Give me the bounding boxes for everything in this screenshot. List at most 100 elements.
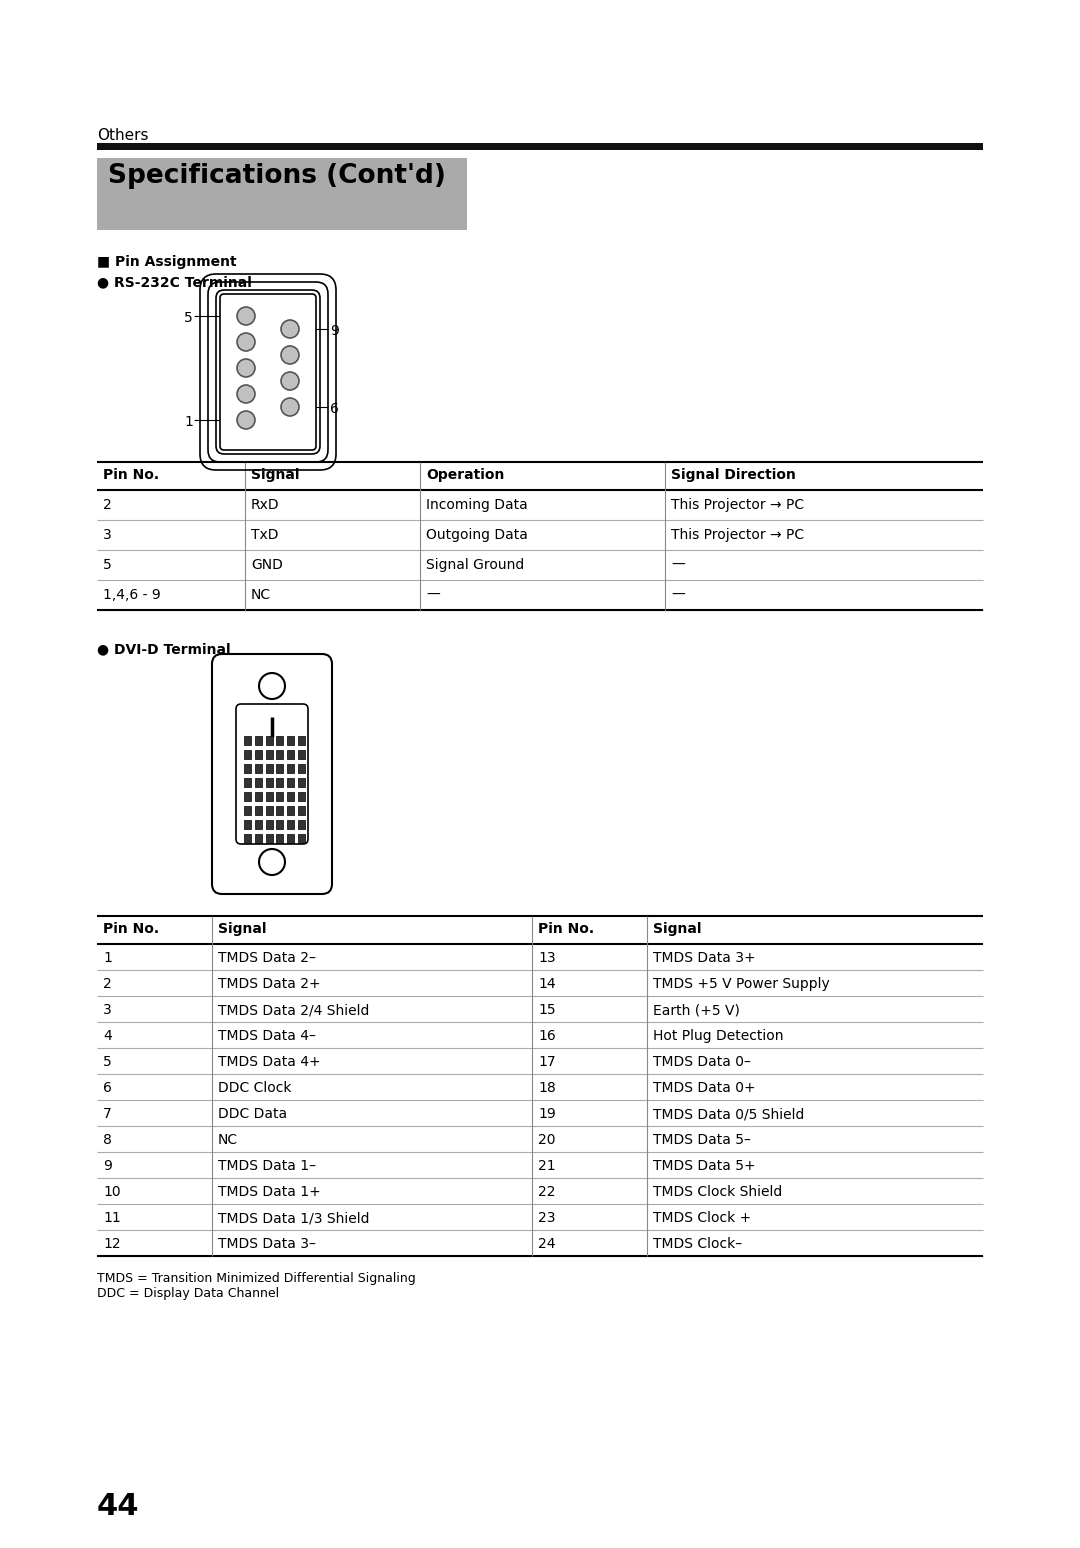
Bar xyxy=(266,834,273,844)
Text: TMDS Data 3–: TMDS Data 3– xyxy=(218,1237,315,1251)
Text: 5: 5 xyxy=(103,1056,111,1070)
FancyBboxPatch shape xyxy=(212,653,332,895)
Bar xyxy=(255,807,262,814)
Text: TMDS = Transition Minimized Differential Signaling: TMDS = Transition Minimized Differential… xyxy=(97,1272,416,1285)
Bar xyxy=(298,834,305,844)
Text: Specifications (Cont'd): Specifications (Cont'd) xyxy=(108,163,446,189)
Bar xyxy=(266,735,273,745)
Text: 6: 6 xyxy=(103,1081,112,1094)
Bar xyxy=(287,834,294,844)
Text: NC: NC xyxy=(218,1133,238,1147)
Text: 15: 15 xyxy=(538,1003,555,1017)
Bar xyxy=(276,820,283,830)
Text: Operation: Operation xyxy=(426,467,504,481)
Text: 12: 12 xyxy=(103,1237,121,1251)
Bar xyxy=(287,820,294,830)
Bar xyxy=(266,749,273,759)
Text: Signal Direction: Signal Direction xyxy=(671,467,796,481)
FancyBboxPatch shape xyxy=(220,294,316,450)
Bar xyxy=(276,735,283,745)
Text: 3: 3 xyxy=(103,528,111,542)
Bar xyxy=(276,807,283,814)
Circle shape xyxy=(281,320,299,337)
Text: TMDS Data 3+: TMDS Data 3+ xyxy=(653,950,756,964)
Text: 7: 7 xyxy=(103,1107,111,1121)
Text: 14: 14 xyxy=(538,977,555,991)
Text: TMDS Clock Shield: TMDS Clock Shield xyxy=(653,1186,782,1200)
Text: Signal: Signal xyxy=(653,923,702,937)
Text: This Projector → PC: This Projector → PC xyxy=(671,528,805,542)
Text: 11: 11 xyxy=(103,1211,121,1224)
Bar xyxy=(276,793,283,800)
Bar xyxy=(298,807,305,814)
Bar xyxy=(255,793,262,800)
Circle shape xyxy=(237,385,255,402)
Text: This Projector → PC: This Projector → PC xyxy=(671,498,805,512)
Text: 2: 2 xyxy=(103,977,111,991)
Bar xyxy=(255,735,262,745)
Text: TxD: TxD xyxy=(251,528,279,542)
Text: DDC Data: DDC Data xyxy=(218,1107,287,1121)
Bar xyxy=(244,793,251,800)
Text: TMDS Data 2+: TMDS Data 2+ xyxy=(218,977,321,991)
Text: ■ Pin Assignment: ■ Pin Assignment xyxy=(97,255,237,269)
Bar xyxy=(298,820,305,830)
Text: Pin No.: Pin No. xyxy=(538,923,594,937)
Text: 2: 2 xyxy=(103,498,111,512)
Text: 10: 10 xyxy=(103,1186,121,1200)
Text: TMDS Data 0/5 Shield: TMDS Data 0/5 Shield xyxy=(653,1107,805,1121)
Text: Incoming Data: Incoming Data xyxy=(426,498,528,512)
Circle shape xyxy=(281,372,299,390)
Text: ● DVI-D Terminal: ● DVI-D Terminal xyxy=(97,642,231,656)
Bar xyxy=(287,735,294,745)
Bar xyxy=(287,765,294,772)
Circle shape xyxy=(237,412,255,429)
Text: 13: 13 xyxy=(538,950,555,964)
Text: TMDS Data 1/3 Shield: TMDS Data 1/3 Shield xyxy=(218,1211,369,1224)
Text: 20: 20 xyxy=(538,1133,555,1147)
Bar xyxy=(266,820,273,830)
Text: —: — xyxy=(671,588,685,602)
Bar xyxy=(244,765,251,772)
Bar xyxy=(244,779,251,786)
Text: ● RS-232C Terminal: ● RS-232C Terminal xyxy=(97,276,252,289)
Bar xyxy=(298,735,305,745)
Text: TMDS Data 2/4 Shield: TMDS Data 2/4 Shield xyxy=(218,1003,369,1017)
Circle shape xyxy=(281,398,299,416)
Text: Signal: Signal xyxy=(218,923,267,937)
Text: Earth (+5 V): Earth (+5 V) xyxy=(653,1003,740,1017)
Text: 5: 5 xyxy=(184,311,192,325)
Bar xyxy=(244,834,251,844)
Text: TMDS Data 1+: TMDS Data 1+ xyxy=(218,1186,321,1200)
Text: Outgoing Data: Outgoing Data xyxy=(426,528,528,542)
Bar xyxy=(244,735,251,745)
Bar xyxy=(244,807,251,814)
Text: 5: 5 xyxy=(103,557,111,573)
Circle shape xyxy=(259,848,285,875)
Text: 1,4,6 - 9: 1,4,6 - 9 xyxy=(103,588,161,602)
Circle shape xyxy=(281,347,299,364)
Bar xyxy=(255,749,262,759)
Bar xyxy=(276,765,283,772)
Text: Others: Others xyxy=(97,128,149,142)
Text: 4: 4 xyxy=(103,1029,111,1043)
Text: 8: 8 xyxy=(103,1133,112,1147)
Text: —: — xyxy=(426,588,440,602)
Text: 9: 9 xyxy=(103,1159,112,1173)
Bar xyxy=(287,807,294,814)
Text: TMDS Data 4+: TMDS Data 4+ xyxy=(218,1056,321,1070)
Text: Pin No.: Pin No. xyxy=(103,923,159,937)
Bar xyxy=(255,779,262,786)
Bar xyxy=(276,779,283,786)
Text: TMDS Data 0+: TMDS Data 0+ xyxy=(653,1081,756,1094)
Bar xyxy=(298,793,305,800)
Text: DDC Clock: DDC Clock xyxy=(218,1081,292,1094)
Bar xyxy=(255,820,262,830)
Text: Signal: Signal xyxy=(251,467,299,481)
Bar xyxy=(255,834,262,844)
Bar xyxy=(276,834,283,844)
Text: RxD: RxD xyxy=(251,498,280,512)
Text: 6: 6 xyxy=(330,402,339,416)
Text: GND: GND xyxy=(251,557,283,573)
Text: 21: 21 xyxy=(538,1159,555,1173)
